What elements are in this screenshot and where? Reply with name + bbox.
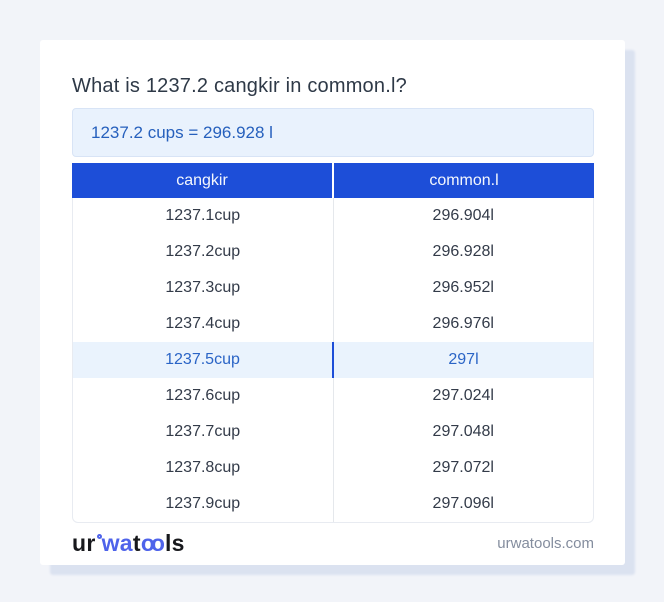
cell-cangkir: 1237.4cup <box>73 306 334 342</box>
table-header-row: cangkir common.l <box>72 163 594 198</box>
cell-common-l: 297.072l <box>432 459 494 476</box>
conversion-result-text: 1237.2 cups = 296.928 l <box>91 122 273 142</box>
table-row: 1237.6cup 297.024l <box>73 378 593 414</box>
logo-text-dark: t <box>132 530 141 556</box>
cell-common-l-link[interactable]: 297l <box>448 351 479 368</box>
cell-cangkir: 1237.3cup <box>73 270 334 306</box>
table-row: 1237.1cup 296.904l <box>73 198 593 234</box>
logo[interactable]: ur watoo ls <box>72 530 185 557</box>
cell-common-l: 297.096l <box>432 495 494 512</box>
site-url: urwatools.com <box>497 535 594 552</box>
logo-text-blue: wa <box>101 530 133 556</box>
table-row: 1237.2cup 296.928l <box>73 234 593 270</box>
table-row: 1237.8cup 297.072l <box>73 450 593 486</box>
cell-common-l: 296.952l <box>432 279 494 296</box>
table-header-cangkir: cangkir <box>176 171 228 189</box>
conversion-result-box: 1237.2 cups = 296.928 l <box>72 108 594 157</box>
cell-common-l: 296.904l <box>432 207 494 224</box>
table-header-common-l: common.l <box>332 163 594 198</box>
table-row: 1237.7cup 297.048l <box>73 414 593 450</box>
table-row: 1237.9cup 297.096l <box>73 486 593 522</box>
cell-common-l: 297.024l <box>432 387 494 404</box>
logo-ring-icon <box>96 534 102 539</box>
cell-cangkir: 1237.1cup <box>73 198 334 234</box>
cell-cangkir: 1237.9cup <box>73 486 334 522</box>
table-row-highlighted: 1237.5cup 297l <box>73 342 593 378</box>
cell-cangkir-link[interactable]: 1237.5cup <box>73 342 334 378</box>
cell-cangkir: 1237.7cup <box>73 414 334 450</box>
table-row: 1237.4cup 296.976l <box>73 306 593 342</box>
cell-cangkir: 1237.2cup <box>73 234 334 270</box>
cell-cangkir: 1237.6cup <box>73 378 334 414</box>
card-footer: ur watoo ls urwatools.com <box>72 523 594 564</box>
cell-common-l: 296.928l <box>432 243 494 260</box>
cell-common-l: 296.976l <box>432 315 494 332</box>
cell-common-l: 297.048l <box>432 423 494 440</box>
table-body: 1237.1cup 296.904l 1237.2cup 296.928l 12… <box>72 198 594 523</box>
logo-oo-icon: oo <box>140 530 165 556</box>
logo-text-dark: ls <box>164 530 185 556</box>
conversion-table: cangkir common.l 1237.1cup 296.904l 1237… <box>72 163 594 523</box>
page-title: What is 1237.2 cangkir in common.l? <box>72 75 407 97</box>
logo-text-dark: ur <box>72 530 96 556</box>
table-row: 1237.3cup 296.952l <box>73 270 593 306</box>
cell-cangkir: 1237.8cup <box>73 450 334 486</box>
conversion-card: What is 1237.2 cangkir in common.l? 1237… <box>40 40 625 565</box>
